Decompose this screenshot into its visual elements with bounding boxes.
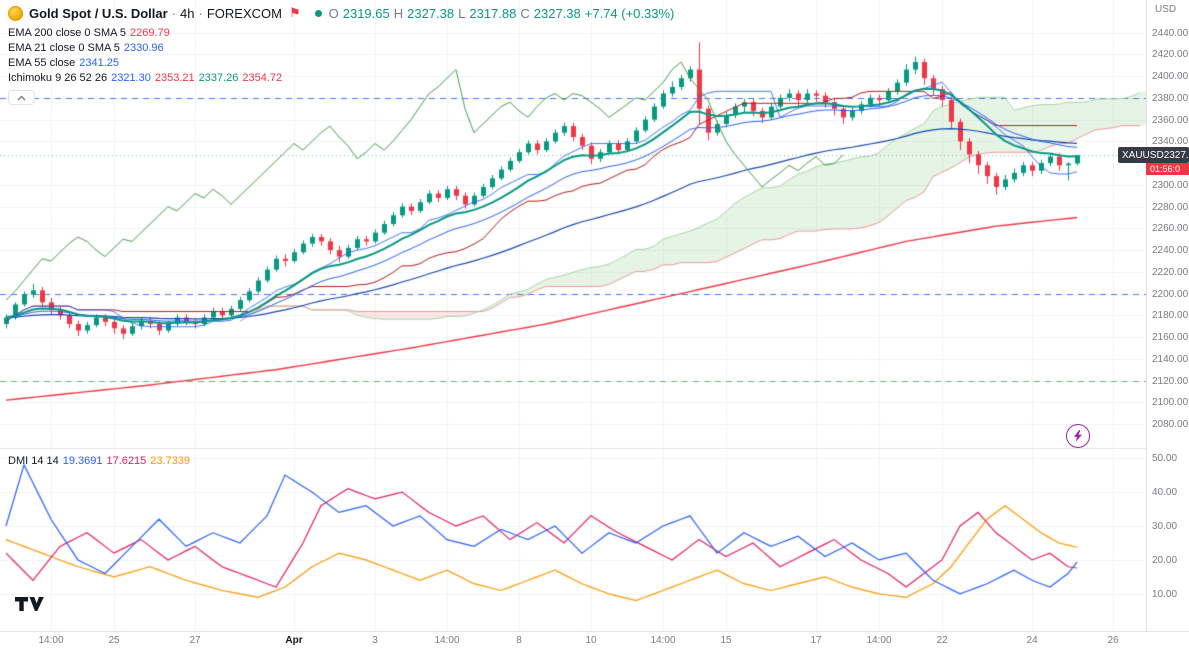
price-tick-label: 2100.00 bbox=[1152, 397, 1189, 409]
ohlc-high-label: H bbox=[393, 5, 404, 21]
tradingview-logo-icon bbox=[15, 597, 44, 611]
price-tick-label: 2080.00 bbox=[1152, 419, 1189, 431]
time-tick-label: 14:00 bbox=[650, 635, 676, 646]
price-tick-label: 2440.00 bbox=[1152, 27, 1189, 39]
ohlc-open-value: 2319.65 bbox=[342, 5, 390, 21]
indicator-row-ema21[interactable]: EMA 21 close 0 SMA 5 2330.96 bbox=[8, 40, 674, 55]
price-tick-label: 2240.00 bbox=[1152, 245, 1189, 257]
ohlc-close-value: 2327.38 bbox=[533, 5, 581, 21]
symbol-legend-row[interactable]: Gold Spot / U.S. Dollar · 4h · FOREXCOM … bbox=[8, 4, 674, 22]
ichimoku-lead-value: 2354.72 bbox=[242, 71, 283, 84]
flag-icon[interactable]: ⚑ bbox=[288, 5, 301, 20]
lightning-button[interactable] bbox=[1066, 424, 1090, 448]
time-tick-label: 14:00 bbox=[866, 635, 892, 646]
lightning-icon bbox=[1074, 430, 1082, 442]
chart-legend: Gold Spot / U.S. Dollar · 4h · FOREXCOM … bbox=[8, 4, 674, 85]
price-tick-label: 2360.00 bbox=[1152, 114, 1189, 126]
separator-dot: · bbox=[198, 5, 203, 21]
ichimoku-base-value: 2353.21 bbox=[154, 71, 195, 84]
legend-collapse-button[interactable] bbox=[8, 90, 35, 105]
last-price-badge: XAUUSD 2327.38 bbox=[1118, 147, 1189, 164]
ohlc-high-value: 2327.38 bbox=[407, 5, 455, 21]
ohlc-low-value: 2317.88 bbox=[469, 5, 517, 21]
ohlc-open-label: O bbox=[328, 5, 339, 21]
indicator-label: Ichimoku 9 26 52 26 bbox=[8, 71, 108, 84]
time-tick-label: 3 bbox=[372, 635, 378, 646]
indicator-value: 2341.25 bbox=[79, 56, 120, 69]
ichimoku-lagging-value: 2337.26 bbox=[198, 71, 239, 84]
price-tick-label: 2260.00 bbox=[1152, 223, 1189, 235]
change-value: +7.74 (+0.33%) bbox=[584, 5, 675, 21]
price-tick-label: 2400.00 bbox=[1152, 71, 1189, 83]
indicator-row-ichimoku[interactable]: Ichimoku 9 26 52 26 2321.30 2353.21 2337… bbox=[8, 70, 674, 85]
price-tick-label: 2340.00 bbox=[1152, 136, 1189, 148]
dmi-tick-label: 30.00 bbox=[1152, 521, 1178, 532]
time-tick-label: 27 bbox=[189, 635, 201, 646]
time-tick-label: 15 bbox=[720, 635, 732, 646]
price-tick-label: 2140.00 bbox=[1152, 353, 1189, 365]
time-tick-label: 8 bbox=[516, 635, 522, 646]
indicator-label: EMA 200 close 0 SMA 5 bbox=[8, 26, 127, 39]
time-tick-label: 24 bbox=[1026, 635, 1038, 646]
market-status-icon bbox=[314, 9, 322, 17]
indicator-row-dmi[interactable]: DMI 14 14 19.3691 17.6215 23.7339 bbox=[8, 453, 190, 468]
time-tick-label: 17 bbox=[810, 635, 822, 646]
time-tick-label: 22 bbox=[936, 635, 948, 646]
indicator-value: 2269.79 bbox=[130, 26, 170, 39]
time-axis[interactable]: 14:00 25 27 Apr 3 14:00 8 10 14:00 15 17 14:00 22 24 2… bbox=[0, 631, 1189, 649]
indicator-value: 2330.96 bbox=[123, 41, 164, 54]
indicator-label: DMI 14 14 bbox=[8, 454, 59, 467]
dmi-adx-value: 23.7339 bbox=[150, 454, 191, 467]
axis-unit-label: USD bbox=[1155, 4, 1177, 15]
time-tick-label: 14:00 bbox=[38, 635, 64, 646]
dmi-plus-di-value: 19.3691 bbox=[62, 454, 103, 467]
price-tick-label: 2300.00 bbox=[1152, 179, 1189, 191]
price-tick-label: 2280.00 bbox=[1152, 201, 1189, 213]
chevron-up-icon bbox=[17, 95, 26, 100]
separator-dot: · bbox=[171, 5, 177, 21]
price-tick-label: 2200.00 bbox=[1152, 288, 1189, 300]
indicator-row-ema200[interactable]: EMA 200 close 0 SMA 5 2269.79 bbox=[8, 25, 674, 40]
interval-label[interactable]: 4h bbox=[180, 5, 195, 21]
indicator-label: EMA 21 close 0 SMA 5 bbox=[8, 41, 120, 54]
bar-countdown-badge: 01:56:0 bbox=[1146, 163, 1189, 176]
price-axis[interactable]: USD 2440.00 2420.00 2400.00 2380.00 2360.00 2… bbox=[1146, 0, 1189, 631]
symbol-title[interactable]: Gold Spot / U.S. Dollar bbox=[29, 5, 168, 21]
dmi-tick-label: 20.00 bbox=[1152, 554, 1178, 566]
time-tick-label: 26 bbox=[1107, 635, 1119, 646]
indicator-label: EMA 55 close bbox=[8, 56, 76, 69]
tradingview-logo[interactable] bbox=[14, 595, 46, 618]
time-tick-label: 10 bbox=[585, 635, 597, 646]
time-tick-label: 14:00 bbox=[434, 635, 460, 646]
dmi-tick-label: 50.00 bbox=[1152, 453, 1178, 465]
indicator-row-ema55[interactable]: EMA 55 close 2341.25 bbox=[8, 55, 674, 70]
badge-symbol: XAUUSD bbox=[1122, 149, 1164, 161]
ohlc-low-label: L bbox=[458, 5, 466, 21]
main-chart-canvas[interactable] bbox=[0, 0, 1146, 631]
ohlc-close-label: C bbox=[520, 5, 530, 21]
dmi-tick-label: 10.00 bbox=[1152, 588, 1178, 600]
dmi-tick-label: 40.00 bbox=[1152, 487, 1178, 499]
price-tick-label: 2160.00 bbox=[1152, 332, 1189, 344]
price-tick-label: 2120.00 bbox=[1152, 375, 1189, 387]
time-tick-label: 25 bbox=[108, 635, 120, 646]
price-tick-label: 2220.00 bbox=[1152, 266, 1189, 278]
price-tick-label: 2420.00 bbox=[1152, 49, 1189, 61]
price-tick-label: 2180.00 bbox=[1152, 310, 1189, 322]
dmi-minus-di-value: 17.6215 bbox=[106, 454, 147, 467]
ichimoku-conversion-value: 2321.30 bbox=[111, 71, 151, 84]
time-tick-label: Apr bbox=[285, 635, 303, 646]
exchange-label[interactable]: FOREXCOM bbox=[206, 5, 282, 21]
badge-price: 2327.38 bbox=[1163, 149, 1189, 161]
price-tick-label: 2380.00 bbox=[1152, 92, 1189, 104]
gold-logo-icon bbox=[8, 5, 23, 21]
